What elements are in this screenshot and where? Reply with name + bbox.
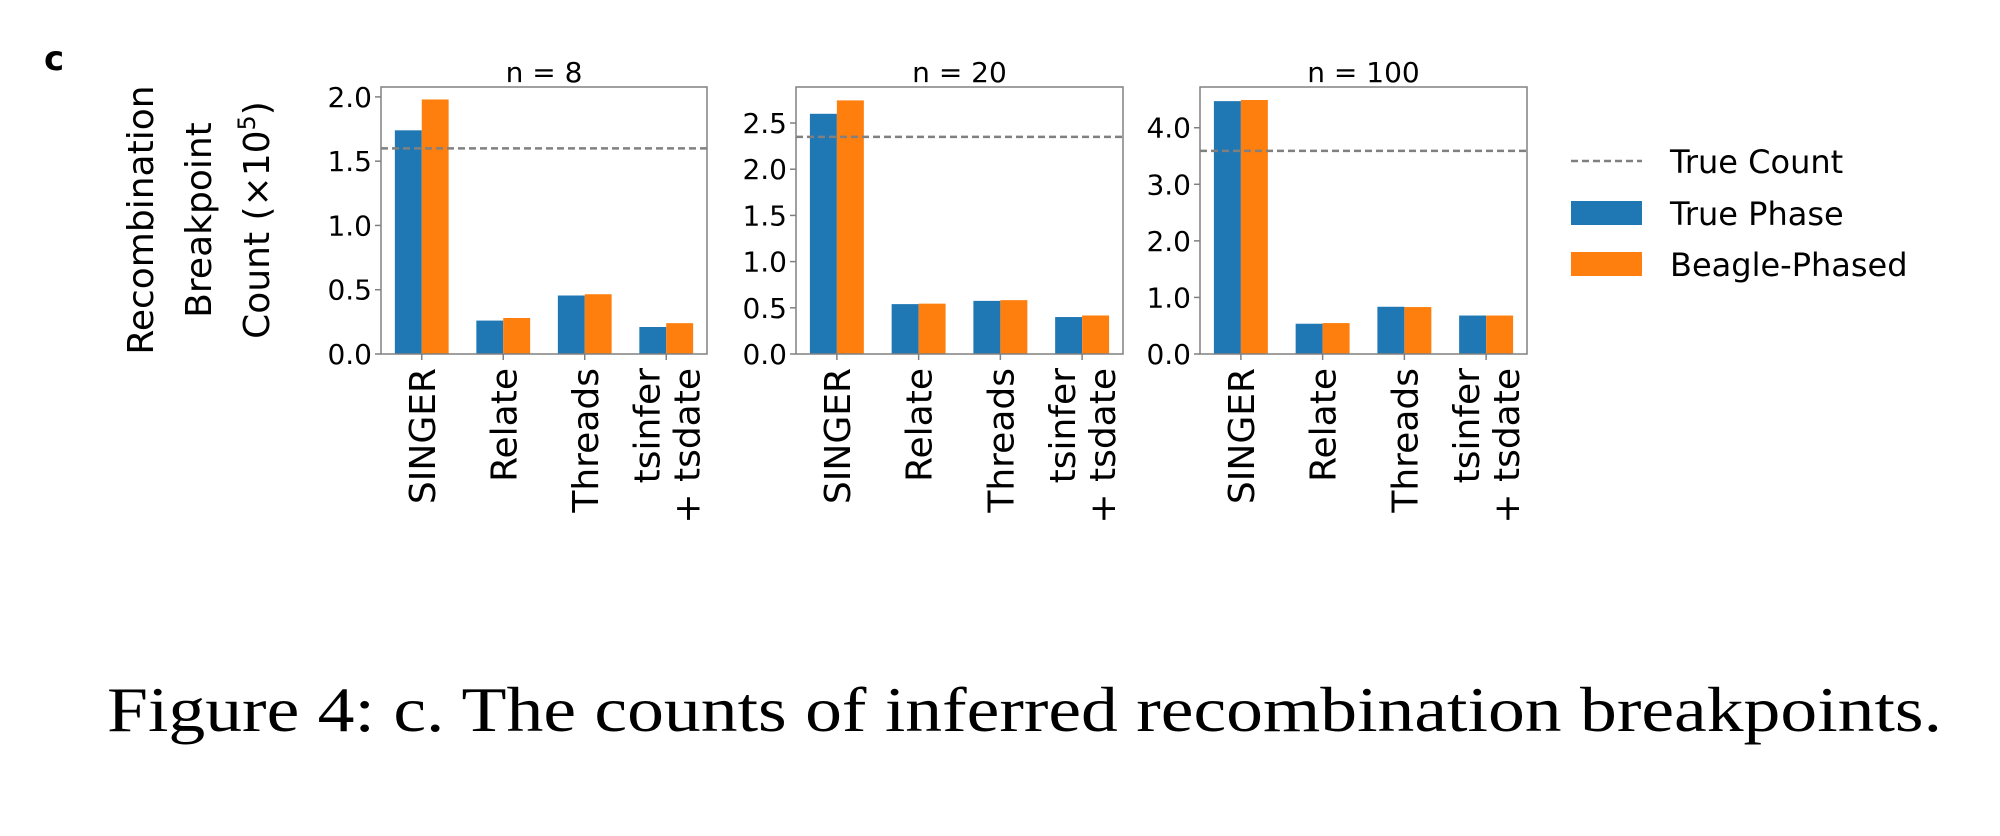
y-axis-label-exponent: 5 xyxy=(233,115,261,130)
bar-beagle-phased-tsinfer xyxy=(666,323,694,354)
x-tick-label: Threads xyxy=(1385,368,1426,514)
legend-true-phase-swatch xyxy=(1571,201,1642,225)
axes-frame xyxy=(1199,86,1528,355)
x-tick-label: + tsdate xyxy=(1487,368,1528,524)
bar-true-phase-threads xyxy=(1377,306,1405,354)
y-axis-label-line-2: Breakpoint xyxy=(179,122,220,318)
y-tick-label: 2.0 xyxy=(1146,225,1191,258)
x-tick-label: tsinfer xyxy=(1447,368,1488,484)
y-tick-label: 2.0 xyxy=(327,81,372,114)
chart-panels: 0.0 0.5 1.0 1.5 2.0 SINGER Relate Threads tsinfe… xyxy=(327,56,1528,524)
x-tick-label: Relate xyxy=(484,368,525,482)
bar-beagle-phased-threads xyxy=(1000,300,1028,354)
x-tick-label: SINGER xyxy=(818,368,859,504)
y-tick-label: 0.5 xyxy=(327,274,372,307)
bar-true-phase-tsinfer xyxy=(1055,317,1083,354)
bar-true-phase-tsinfer xyxy=(1459,315,1487,354)
y-tick-label: 1.0 xyxy=(1146,281,1191,314)
y-axis-label-line-1: Recombination xyxy=(121,85,162,354)
bar-true-phase-relate xyxy=(476,320,504,354)
bar-beagle-phased-singer xyxy=(1240,100,1268,354)
y-axis-label-count: Count (×10 xyxy=(237,130,278,338)
chart-panel-1: 0.0 0.5 1.0 1.5 2.0 SINGER Relate Threads tsinfe… xyxy=(327,56,708,524)
legend-beagle-phased-swatch xyxy=(1571,252,1642,276)
bar-beagle-phased-singer xyxy=(836,100,864,354)
x-tick-label: Relate xyxy=(1304,368,1345,482)
bar-beagle-phased-relate xyxy=(1322,323,1350,354)
legend-beagle-phased-label: Beagle-Phased xyxy=(1670,246,1908,284)
legend-true-phase-label: True Phase xyxy=(1669,195,1844,233)
x-tick-label: + tsdate xyxy=(1083,368,1124,524)
bar-true-phase-tsinfer xyxy=(639,327,667,354)
x-tick-label: tsinfer xyxy=(1043,368,1084,484)
y-tick-label: 1.5 xyxy=(742,199,787,232)
y-tick-label: 0.0 xyxy=(327,338,372,371)
x-tick-label: tsinfer xyxy=(627,368,668,484)
y-tick-label: 1.0 xyxy=(742,246,787,279)
bar-beagle-phased-threads xyxy=(584,294,612,354)
bar-true-phase-relate xyxy=(1295,323,1323,354)
y-tick-label: 2.5 xyxy=(742,107,787,140)
legend: True Count True Phase Beagle-Phased xyxy=(1571,143,1908,284)
bar-true-phase-singer xyxy=(394,130,422,354)
bar-beagle-phased-relate xyxy=(918,303,946,354)
bar-beagle-phased-threads xyxy=(1404,307,1432,354)
panel-label: c xyxy=(44,39,64,79)
panel-title: n = 20 xyxy=(912,56,1007,89)
chart-panel-2: 0.0 0.5 1.0 1.5 2.0 2.5 SINGER Relate Threads tsi… xyxy=(742,56,1124,524)
x-tick-label: SINGER xyxy=(403,368,444,504)
bar-beagle-phased-tsinfer xyxy=(1082,315,1110,354)
y-tick-label: 0.0 xyxy=(1146,338,1191,371)
y-axis-label-line-3: Count (×105) xyxy=(233,101,278,339)
legend-true-count-label: True Count xyxy=(1669,143,1843,181)
bar-beagle-phased-tsinfer xyxy=(1486,315,1514,354)
chart-panel-3: 0.0 1.0 2.0 3.0 4.0 SINGER Relate Threads tsinfe… xyxy=(1146,56,1528,524)
panel-title: n = 8 xyxy=(506,56,583,89)
y-tick-label: 2.0 xyxy=(742,153,787,186)
bar-beagle-phased-relate xyxy=(503,318,531,354)
y-axis-label-close: ) xyxy=(237,101,278,115)
x-tick-label: + tsdate xyxy=(667,368,708,524)
y-tick-label: 1.0 xyxy=(327,209,372,242)
axes-frame xyxy=(380,86,708,355)
figure-caption: Figure 4: c. The counts of inferred reco… xyxy=(107,674,1942,745)
y-axis-label: Recombination Breakpoint Count (×105) xyxy=(121,85,278,354)
x-tick-label: Relate xyxy=(900,368,941,482)
y-tick-label: 1.5 xyxy=(327,145,372,178)
y-tick-label: 0.5 xyxy=(742,292,787,325)
x-tick-label: SINGER xyxy=(1222,368,1263,504)
bar-true-phase-singer xyxy=(809,113,837,354)
x-tick-label: Threads xyxy=(981,368,1022,514)
bar-true-phase-relate xyxy=(891,304,919,354)
bar-true-phase-threads xyxy=(557,295,585,354)
panel-title: n = 100 xyxy=(1307,56,1419,89)
y-tick-label: 4.0 xyxy=(1146,112,1191,145)
y-tick-label: 0.0 xyxy=(742,338,787,371)
bar-true-phase-threads xyxy=(973,300,1001,354)
x-tick-label: Threads xyxy=(566,368,607,514)
y-tick-label: 3.0 xyxy=(1146,168,1191,201)
axes-frame xyxy=(795,86,1124,355)
bar-true-phase-singer xyxy=(1213,101,1241,354)
bar-beagle-phased-singer xyxy=(421,99,449,355)
